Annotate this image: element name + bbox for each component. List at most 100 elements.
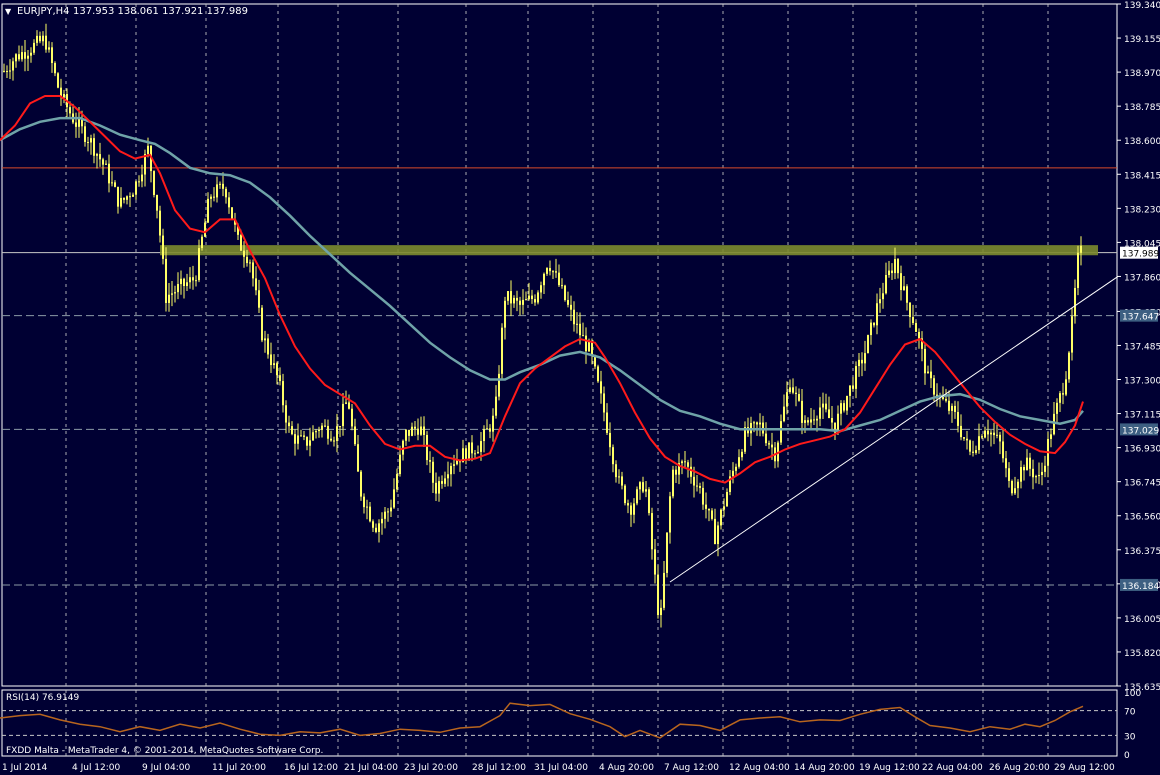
candle-body	[714, 518, 716, 545]
candle-body	[408, 429, 410, 436]
candle-body	[624, 485, 626, 504]
candle-body	[345, 402, 347, 404]
candle-body	[318, 429, 320, 432]
candle-body	[717, 525, 719, 545]
candle-body	[141, 174, 143, 182]
candle-body	[705, 504, 707, 509]
candle-body	[333, 440, 335, 442]
candle-body	[1080, 245, 1082, 253]
time-tick-label: 7 Aug 12:00	[664, 763, 719, 773]
candle-body	[807, 420, 809, 423]
candle-body	[909, 302, 911, 318]
candle-body	[144, 153, 146, 175]
candle-body	[768, 443, 770, 445]
candle-body	[522, 299, 524, 305]
candle-body	[396, 474, 398, 490]
price-tick-label: 136.005	[1124, 615, 1160, 625]
candle-body	[312, 432, 314, 441]
candle-body	[810, 419, 812, 423]
candle-body	[1023, 467, 1025, 471]
candle-body	[948, 400, 950, 411]
candle-body	[780, 421, 782, 443]
price-tick-label: 135.635	[1124, 683, 1160, 693]
footer-copyright: FXDD Malta - MetaTrader 4, © 2001-2014, …	[6, 746, 323, 756]
candle-body	[858, 359, 860, 367]
candle-body	[102, 159, 104, 165]
candle-body	[963, 437, 965, 439]
candle-body	[855, 366, 857, 389]
price-tick-label: 138.600	[1124, 137, 1160, 147]
candle-body	[60, 87, 62, 98]
candle-body	[360, 471, 362, 497]
candle-body	[657, 574, 659, 616]
candle-body	[639, 482, 641, 490]
resistance-zone-layer	[160, 245, 1098, 256]
rsi-tick-label: 0	[1124, 751, 1130, 761]
candle-body	[1041, 471, 1043, 475]
grid-lines	[65, 4, 1049, 756]
candle-body	[1074, 287, 1076, 317]
candle-body	[612, 447, 614, 465]
candle-body	[990, 432, 992, 435]
candle-body	[618, 476, 620, 478]
candle-body	[951, 405, 953, 411]
candle-body	[114, 182, 116, 187]
rsi-tick-label: 30	[1124, 732, 1136, 742]
candle-body	[378, 523, 380, 532]
candle-body	[288, 422, 290, 427]
candle-body	[456, 459, 458, 465]
candle-body	[48, 47, 50, 50]
candle-body	[426, 434, 428, 461]
candle-body	[900, 273, 902, 291]
candle-body	[849, 385, 851, 396]
price-tick-label: 137.860	[1124, 273, 1160, 283]
price-tick-label: 137.485	[1124, 342, 1160, 352]
candle-body	[510, 291, 512, 304]
time-tick-label: 4 Jul 12:00	[72, 763, 121, 773]
candle-body	[453, 464, 455, 466]
candle-body	[576, 323, 578, 325]
candle-body	[132, 194, 134, 197]
candle-body	[555, 271, 557, 273]
candle-body	[393, 489, 395, 508]
candle-body	[852, 385, 854, 389]
candle-body	[675, 469, 677, 475]
candle-body	[171, 293, 173, 295]
candle-body	[942, 395, 944, 399]
candle-body	[561, 285, 563, 287]
candle-body	[543, 273, 545, 286]
candle-body	[111, 182, 113, 184]
candle-body	[1005, 458, 1007, 469]
time-tick-label: 4 Aug 20:00	[599, 763, 654, 773]
candle-body	[546, 268, 548, 274]
candle-body	[177, 284, 179, 293]
candle-body	[921, 338, 923, 349]
candle-body	[693, 476, 695, 486]
candle-body	[375, 527, 377, 532]
menu-glyph[interactable]: ▼	[5, 7, 12, 16]
candle-body	[876, 303, 878, 326]
candle-body	[75, 122, 77, 127]
candle-body	[1008, 468, 1010, 481]
candle-body	[972, 451, 974, 453]
candle-body	[219, 183, 221, 185]
ema-fast-line	[0, 95, 1084, 484]
candle-body	[237, 224, 239, 235]
candle-body	[645, 489, 647, 492]
price-tick-label: 136.560	[1124, 513, 1160, 523]
candle-body	[891, 270, 893, 274]
candle-body	[120, 197, 122, 207]
price-axis: 139.340 139.155 138.970 138.785 138.600 138.4…	[1117, 1, 1160, 693]
candle-body	[906, 286, 908, 303]
candle-body	[192, 277, 194, 281]
candle-body	[903, 286, 905, 291]
time-tick-label: 19 Aug 12:00	[859, 763, 920, 773]
candle-body	[723, 506, 725, 510]
candle-body	[525, 299, 527, 301]
candle-body	[159, 210, 161, 236]
candle-body	[1044, 465, 1046, 472]
candle-body	[96, 154, 98, 156]
candle-body	[783, 406, 785, 422]
candle-body	[498, 373, 500, 397]
